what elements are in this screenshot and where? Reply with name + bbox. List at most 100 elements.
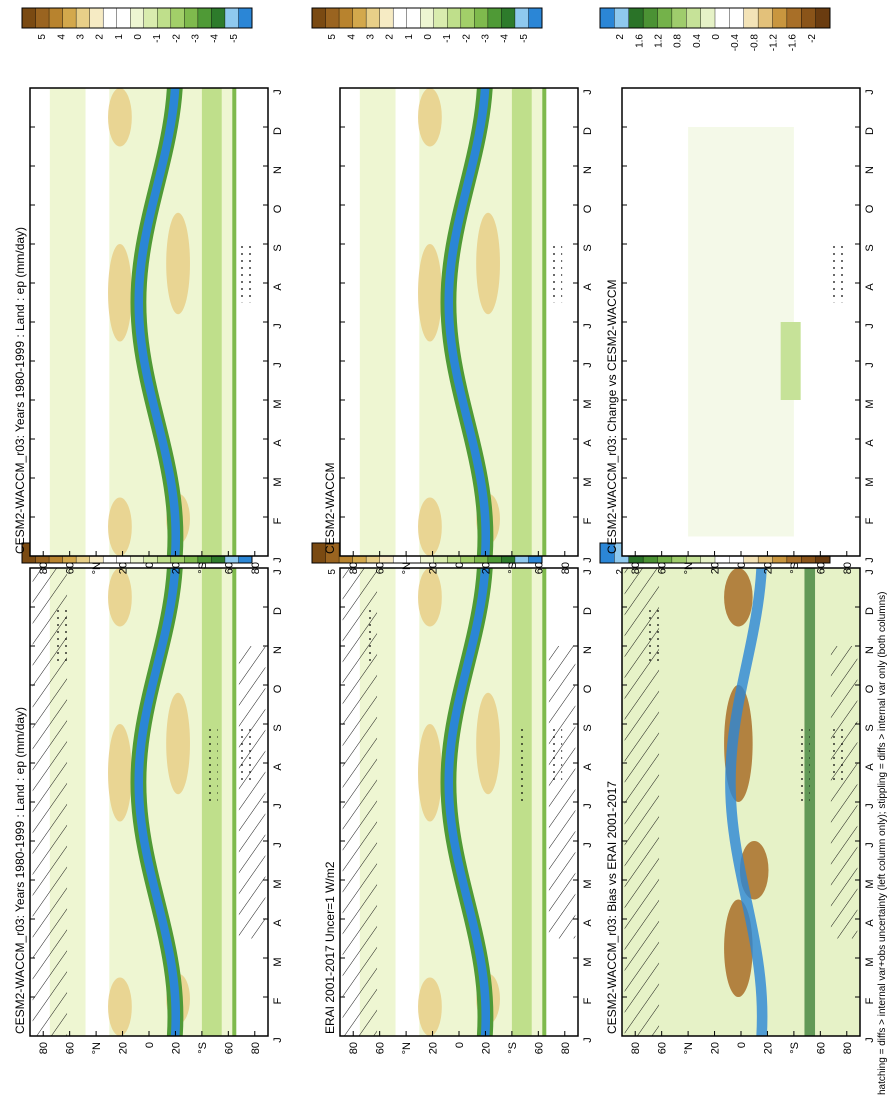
colorbar-swatch [420,7,435,29]
colorbar-swatch [501,7,516,29]
lat-tick-label: 20 [118,1042,130,1054]
month-tick-label: F [864,997,876,1004]
lat-tick-label: 80 [630,562,642,574]
colorbar-label: -5 [229,34,240,43]
colorbar-swatch [197,7,212,29]
colorbar-swatch [757,7,774,29]
lat-tick-label: 60 [65,562,77,574]
panel-title: ERAI 2001-2017 Uncer=1 W/m2 [323,861,337,1034]
colorbar-swatch [170,7,185,29]
lat-tick-label: 20 [170,1042,182,1054]
colorbar-label: -1 [442,34,453,43]
month-tick-label: J [272,362,284,368]
month-tick-label: F [582,997,594,1004]
colorbar-swatch [628,7,644,29]
field-band [418,568,442,627]
colorbar-swatch [474,7,489,29]
month-tick-label: S [272,244,284,251]
lat-tick-label: 60 [375,562,387,574]
month-tick-label: J [582,1037,594,1043]
hatching [830,646,858,939]
lat-tick-label: 60 [223,562,235,574]
field-band [542,568,547,1036]
hatching [548,646,576,939]
panel-p1: 543210-1-2-3-4-5JFMAMJJASONDJ8060°N20020… [13,542,284,1054]
month-tick-label: M [864,957,876,966]
month-tick-label: A [864,439,876,447]
colorbar-swatch [433,7,448,29]
field-band [108,88,132,147]
lat-tick-label: °N [683,1042,695,1054]
panel-title: CESM2-WACCM_r03: Years 1980-1999 : Land … [13,707,27,1034]
lat-tick-label: °S [507,1042,519,1054]
colorbar-swatch [224,7,239,29]
month-tick-label: M [864,477,876,486]
month-tick-label: J [272,803,284,809]
field-band [476,212,500,315]
month-tick-label: M [582,957,594,966]
lat-tick-label: °S [197,1042,209,1054]
colorbar-swatch [211,7,226,29]
field-band [418,497,442,556]
lat-tick-label: 20 [710,562,722,574]
month-tick-label: J [582,569,594,575]
colorbar-swatch [657,7,673,29]
colorbar-swatch [815,7,831,29]
field-band [418,88,442,147]
colorbar-label: 1 [404,34,415,40]
month-tick-label: J [864,557,876,563]
month-tick-label: J [272,1037,284,1043]
colorbar-swatch [528,7,543,29]
lat-tick-label: 80 [842,562,854,574]
colorbar-swatch [614,7,630,29]
colorbar-label: -2 [461,34,472,43]
month-tick-label: N [272,166,284,174]
lat-tick-label: 60 [533,1042,545,1054]
bias-region [724,899,753,997]
month-tick-label: M [272,477,284,486]
colorbar-swatch [21,7,37,29]
month-tick-label: A [272,283,284,291]
month-tick-label: O [272,684,284,693]
field-band [108,724,132,822]
colorbar-swatch [599,7,615,29]
month-tick-label: A [582,283,594,291]
colorbar-swatch [48,7,64,29]
colorbar-label: 3 [366,34,377,40]
lat-tick-label: 60 [657,562,669,574]
field-band [85,568,110,1036]
month-tick-label: N [272,646,284,654]
stippling [799,724,810,802]
field-band [166,692,190,795]
colorbar-label: 3 [76,34,87,40]
panel-title: CESM2-WACCM [323,462,337,554]
lat-tick-label: 0 [736,562,748,568]
month-tick-label: M [582,879,594,888]
lat-tick-label: 60 [815,562,827,574]
month-tick-label: N [864,646,876,654]
colorbar: 2 1.6 1.2 0.8 0.4 0 -0.4 -0.8 -1.2 -1.6 -2 [599,7,831,51]
field-band [201,88,222,556]
stippling [517,724,528,802]
month-tick-label: A [272,763,284,771]
colorbar-label: -4 [210,34,221,43]
lat-tick-label: °S [197,562,209,574]
colorbar-swatch [130,7,145,29]
field-band [108,977,132,1036]
lat-tick-label: 60 [657,1042,669,1054]
colorbar: 5 4 3 2 1 0 -1 -2 -3 -4 -5 [311,7,543,43]
stippling [238,724,253,783]
colorbar-swatch [238,7,253,29]
month-tick-label: D [864,607,876,615]
month-tick-label: A [272,919,284,927]
month-tick-label: J [864,1037,876,1043]
bias-region [725,568,768,1036]
lat-tick-label: 20 [480,562,492,574]
colorbar-label: 5 [327,34,338,40]
month-tick-label: M [272,879,284,888]
month-tick-label: J [864,89,876,95]
colorbar-label: -5 [519,34,530,43]
colorbar-swatch [35,7,50,29]
colorbar-swatch [487,7,502,29]
